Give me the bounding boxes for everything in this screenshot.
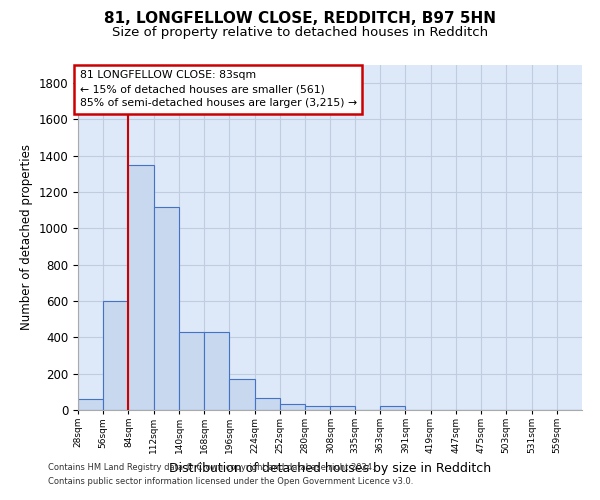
Text: Size of property relative to detached houses in Redditch: Size of property relative to detached ho… [112,26,488,39]
Bar [305,406,331,410]
Text: Contains public sector information licensed under the Open Government Licence v3: Contains public sector information licen… [48,477,413,486]
Bar [154,206,179,410]
Y-axis label: Number of detached properties: Number of detached properties [20,144,33,330]
Bar [380,406,405,410]
Bar [103,301,128,410]
Text: 81 LONGFELLOW CLOSE: 83sqm
← 15% of detached houses are smaller (561)
85% of sem: 81 LONGFELLOW CLOSE: 83sqm ← 15% of deta… [80,70,357,108]
Bar [280,404,305,410]
Bar [179,332,204,410]
Text: Contains HM Land Registry data © Crown copyright and database right 2024.: Contains HM Land Registry data © Crown c… [48,464,374,472]
Bar [128,165,154,410]
Bar [204,332,229,410]
X-axis label: Distribution of detached houses by size in Redditch: Distribution of detached houses by size … [169,462,491,474]
Bar [78,399,103,410]
Bar [331,406,355,410]
Bar [255,398,280,410]
Bar [229,379,255,410]
Text: 81, LONGFELLOW CLOSE, REDDITCH, B97 5HN: 81, LONGFELLOW CLOSE, REDDITCH, B97 5HN [104,11,496,26]
